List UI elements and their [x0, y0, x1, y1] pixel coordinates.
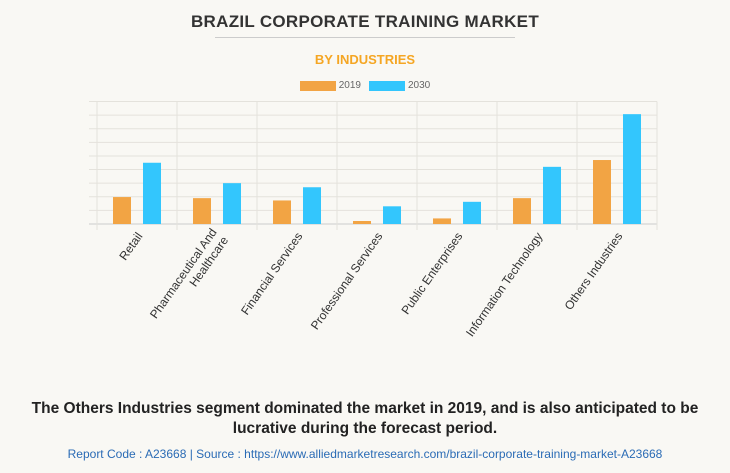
legend-swatch-2030 [369, 80, 405, 91]
bar-2030 [383, 206, 401, 224]
x-tick-label-line: Financial Services [238, 230, 305, 318]
bar-2019 [113, 197, 131, 224]
x-tick-label-line: Retail [116, 230, 145, 263]
bar-2019 [433, 218, 451, 224]
x-tick-label: Information Technology [463, 230, 546, 339]
bar-2019 [193, 198, 211, 224]
title-divider [215, 37, 515, 38]
legend-label-2030: 2030 [408, 80, 431, 91]
bar-2019 [353, 221, 371, 224]
x-tick-label-line: Professional Services [308, 230, 386, 333]
x-tick-label: Financial Services [238, 230, 305, 318]
bar-2030 [623, 114, 641, 224]
legend: 2019 2030 [0, 80, 730, 91]
bar-2030 [303, 187, 321, 224]
bar-chart: Retail Pharmaceutical AndHealthcare Financ… [89, 101, 658, 339]
chart-subtitle: BY INDUSTRIES [314, 52, 416, 67]
x-tick-label: Professional Services [308, 230, 386, 333]
bar-2030 [543, 166, 561, 224]
bar-2030 [143, 162, 161, 224]
bar-2019 [513, 198, 531, 224]
x-tick-label: Public Enterprises [399, 230, 466, 317]
x-tick-label-line: Information Technology [463, 230, 546, 339]
source-link[interactable]: Report Code : A23668 | Source : https://… [67, 447, 663, 461]
bar-2030 [223, 183, 241, 224]
legend-item-2030[interactable]: 2030 [369, 80, 430, 91]
legend-swatch-2019 [299, 80, 336, 91]
x-tick-label: Pharmaceutical AndHealthcare [147, 225, 231, 329]
footnote: The Others Industries segment dominated … [31, 400, 699, 437]
x-tick-label: Retail [116, 230, 145, 263]
x-tick-label-line: Public Enterprises [399, 230, 466, 317]
bar-2019 [273, 200, 291, 224]
bar-2019 [593, 160, 611, 224]
x-tick-label: Others Industries [562, 230, 626, 313]
legend-item-2019[interactable]: 2019 [299, 80, 361, 91]
x-tick-label-line: Others Industries [562, 230, 626, 313]
bar-2030 [463, 201, 481, 224]
chart-title: BRAZIL CORPORATE TRAINING MARKET [190, 12, 539, 31]
legend-label-2019: 2019 [338, 80, 361, 91]
